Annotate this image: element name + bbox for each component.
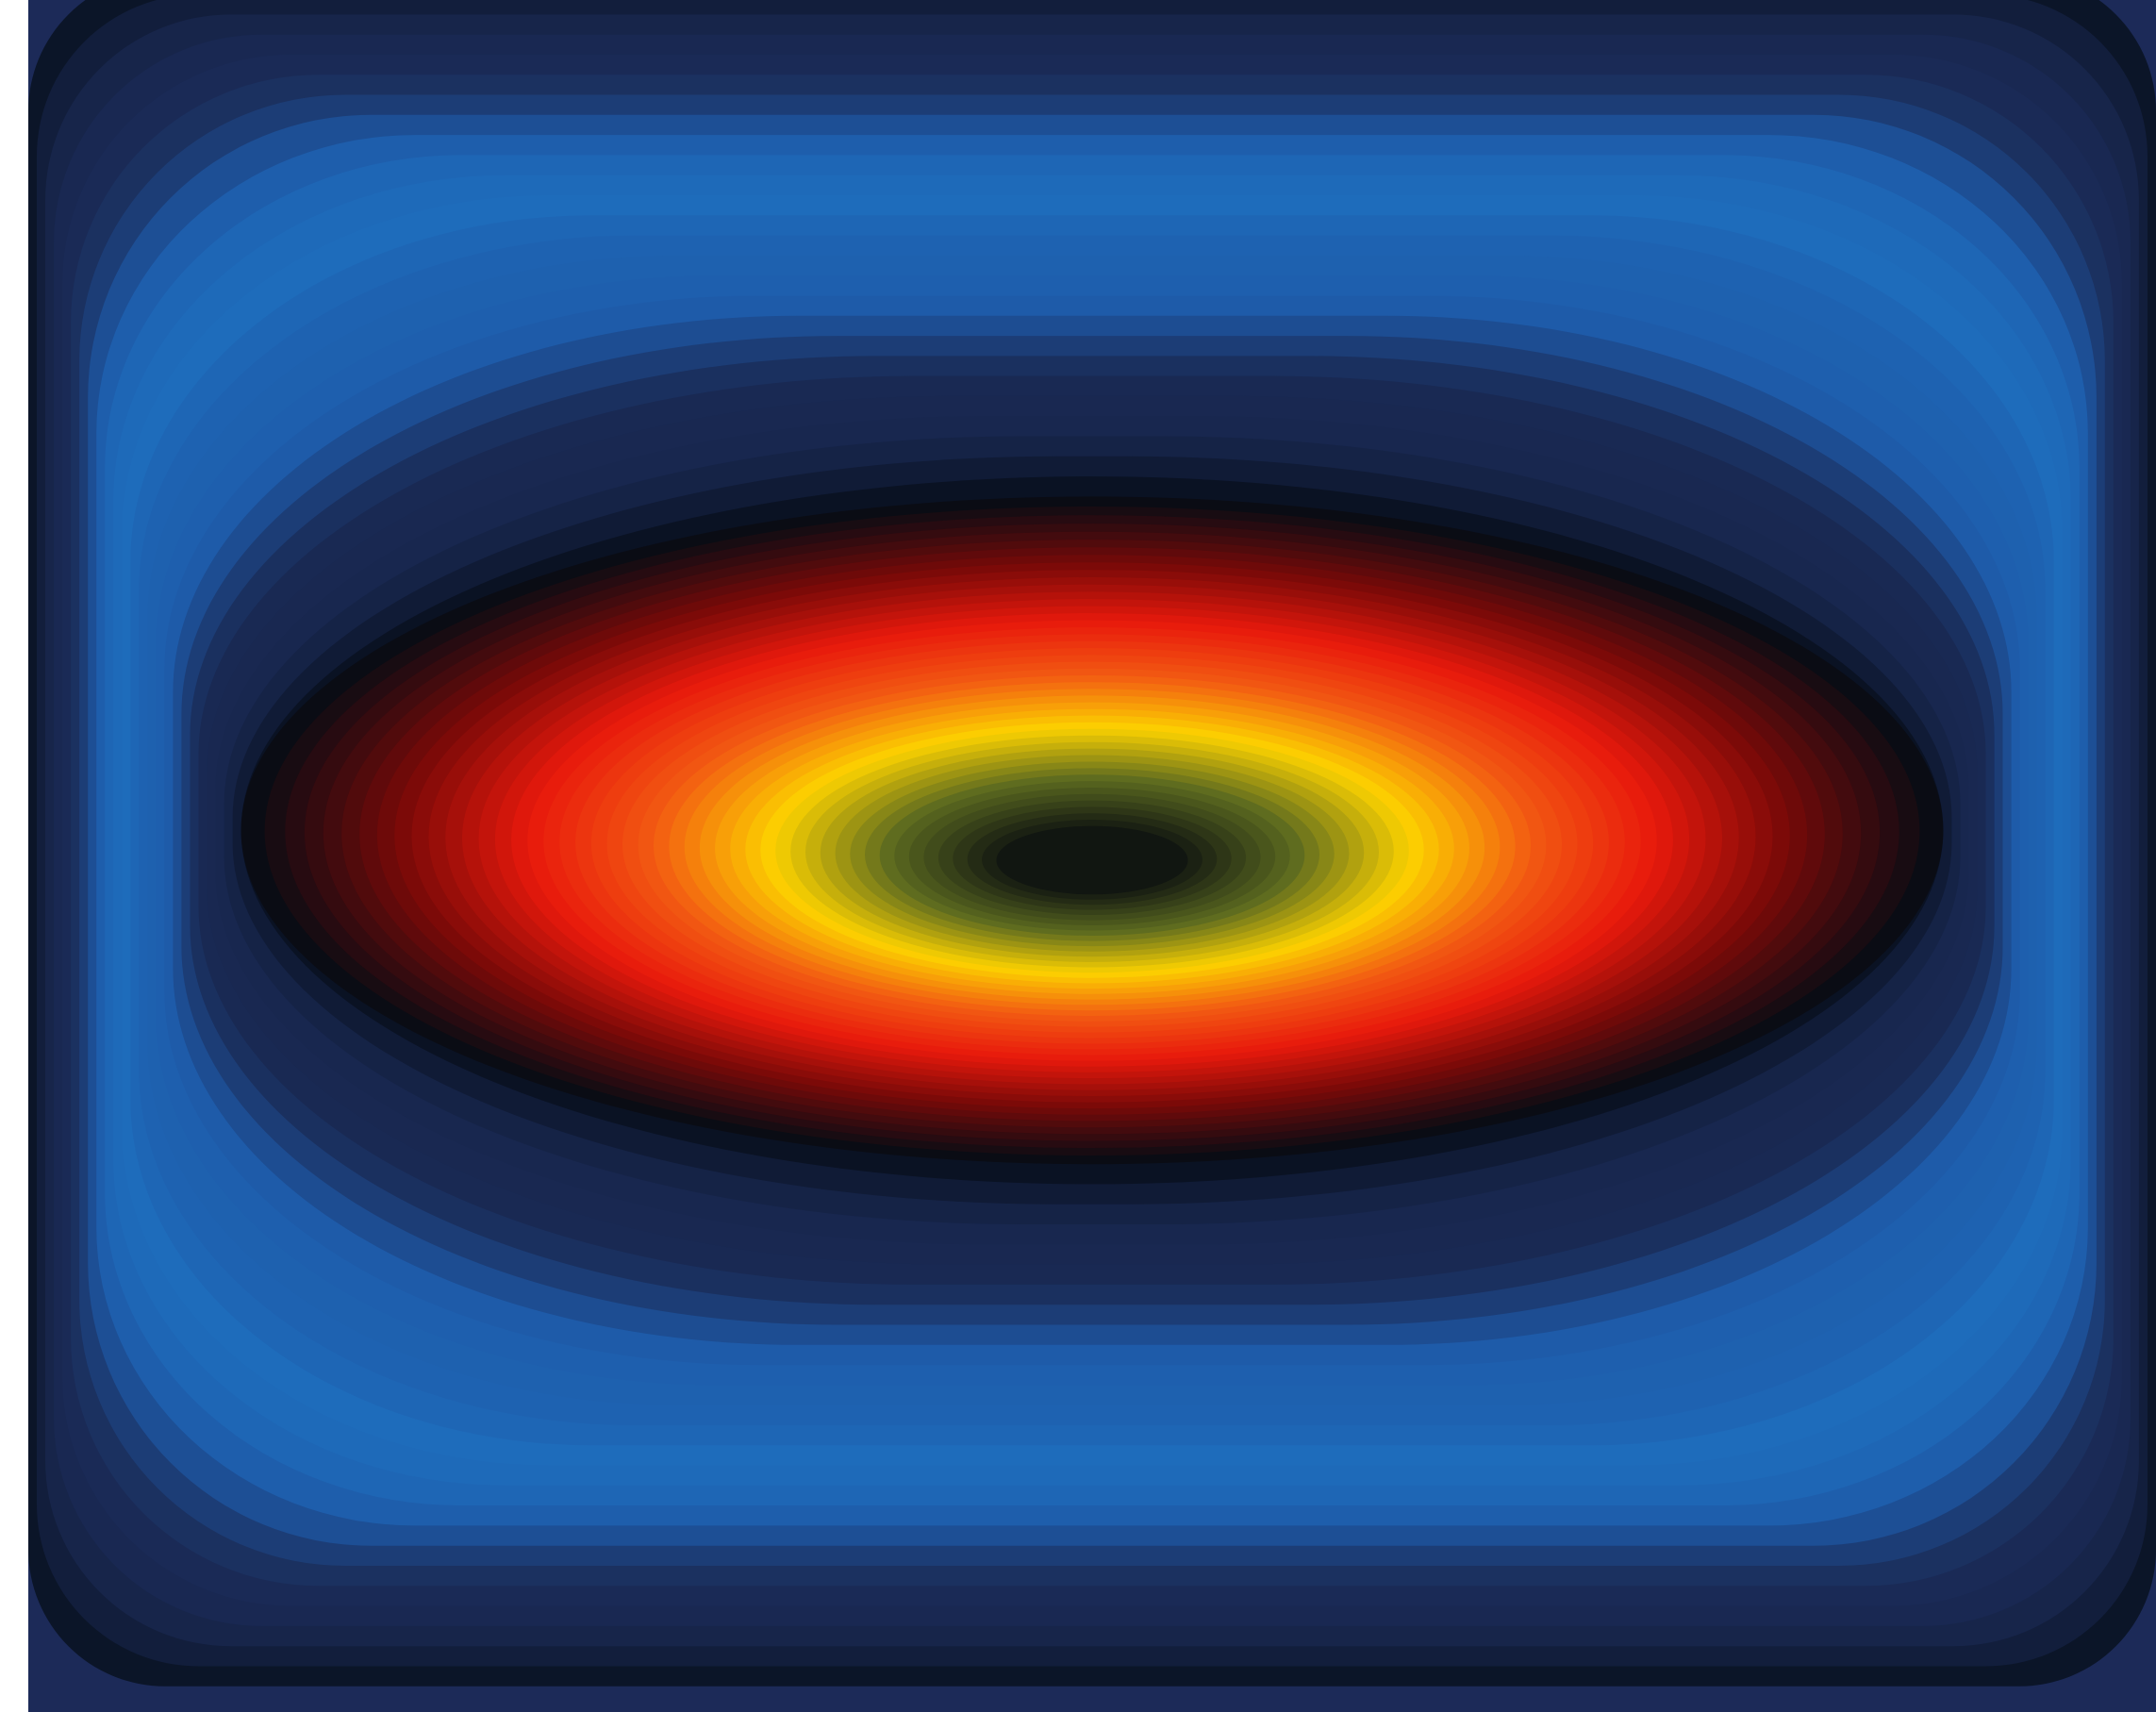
contour-plot-svg	[28, 0, 2156, 1712]
inner-contour-band	[996, 825, 1188, 895]
contour-plot	[28, 0, 2156, 1712]
inner-contour-bands	[240, 496, 1944, 1165]
chart-title	[0, 0, 1, 1]
